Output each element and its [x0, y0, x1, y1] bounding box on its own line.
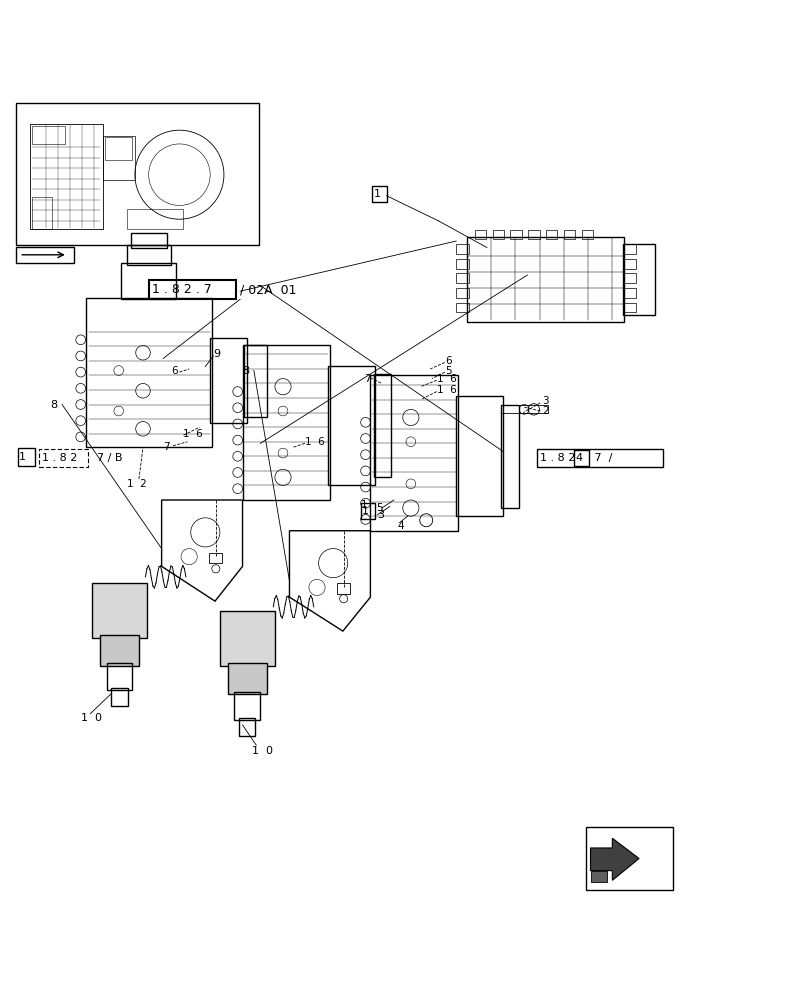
Text: 1  2: 1 2 — [127, 479, 147, 489]
Text: 1  0: 1 0 — [80, 713, 101, 723]
Bar — [32, 197, 52, 229]
Bar — [228, 663, 267, 694]
Text: 6: 6 — [444, 356, 451, 366]
Text: 5: 5 — [444, 366, 451, 376]
Bar — [466, 237, 624, 322]
Bar — [30, 124, 102, 229]
Bar — [456, 273, 469, 283]
Bar — [32, 126, 64, 144]
Text: 3: 3 — [541, 396, 548, 406]
Bar — [585, 827, 672, 890]
Bar — [456, 288, 469, 298]
Bar — [622, 303, 635, 312]
Text: 7 / B: 7 / B — [90, 453, 122, 463]
Bar — [106, 663, 132, 690]
Text: 1  6: 1 6 — [436, 385, 456, 395]
Bar — [370, 375, 457, 531]
Text: 7: 7 — [163, 442, 169, 452]
Bar — [622, 273, 635, 283]
Text: 5: 5 — [375, 503, 382, 513]
Bar — [16, 247, 74, 263]
Text: 6: 6 — [171, 366, 178, 376]
Bar — [111, 688, 127, 706]
Bar — [360, 503, 375, 519]
Text: 1 . 8 2: 1 . 8 2 — [539, 453, 575, 463]
Bar — [456, 259, 469, 269]
Bar — [127, 209, 183, 229]
Bar — [492, 230, 504, 239]
Bar — [545, 230, 556, 239]
Bar — [371, 186, 386, 202]
Text: 9: 9 — [213, 349, 221, 359]
Bar — [105, 137, 132, 160]
Text: 1: 1 — [373, 189, 380, 199]
Bar — [581, 230, 592, 239]
Text: 7  /: 7 / — [590, 453, 611, 463]
Bar — [239, 718, 255, 736]
Text: 3: 3 — [377, 510, 384, 520]
Text: 4: 4 — [575, 453, 582, 463]
Polygon shape — [590, 871, 606, 882]
Bar — [373, 374, 391, 477]
Bar — [18, 448, 36, 466]
Bar — [622, 244, 635, 254]
Text: 8: 8 — [50, 400, 57, 410]
Bar — [622, 244, 654, 315]
Bar — [622, 259, 635, 269]
Text: 1  0: 1 0 — [252, 746, 273, 756]
Polygon shape — [590, 838, 638, 880]
Bar — [244, 345, 267, 417]
Text: 1: 1 — [362, 506, 369, 516]
Bar — [456, 244, 469, 254]
Text: 1: 1 — [360, 500, 367, 510]
Text: 7: 7 — [363, 374, 370, 384]
Bar — [16, 103, 259, 245]
Text: / 02A  01: / 02A 01 — [240, 283, 296, 296]
Bar — [210, 338, 247, 423]
Bar — [456, 303, 469, 312]
Bar — [328, 366, 375, 485]
Bar — [92, 583, 147, 638]
Bar — [121, 263, 176, 299]
Bar — [127, 245, 171, 265]
Bar — [234, 692, 260, 720]
Text: 1  6: 1 6 — [304, 437, 324, 447]
Text: 1  6: 1 6 — [183, 429, 203, 439]
Bar — [563, 230, 574, 239]
Text: 2: 2 — [541, 406, 548, 416]
Bar — [510, 230, 521, 239]
Text: 1: 1 — [19, 452, 26, 462]
Text: 1  6: 1 6 — [436, 374, 456, 384]
Bar — [86, 298, 212, 447]
Bar — [622, 288, 635, 298]
Text: 4: 4 — [397, 521, 404, 531]
Bar — [148, 280, 236, 299]
Bar — [527, 230, 539, 239]
Text: 1 . 8 2 . 7: 1 . 8 2 . 7 — [152, 283, 212, 296]
Bar — [573, 450, 588, 466]
Bar — [337, 583, 350, 594]
Bar — [40, 449, 88, 467]
Bar — [501, 405, 519, 508]
Text: 1 . 8 2: 1 . 8 2 — [42, 453, 77, 463]
Bar — [100, 635, 139, 666]
Bar — [501, 405, 547, 413]
Bar — [102, 136, 135, 180]
Bar — [209, 553, 222, 563]
Bar — [220, 611, 275, 666]
Bar — [242, 345, 329, 500]
Bar — [536, 449, 662, 467]
Bar — [474, 230, 486, 239]
Text: 8: 8 — [242, 366, 249, 376]
Bar — [456, 396, 503, 516]
Bar — [131, 233, 167, 248]
